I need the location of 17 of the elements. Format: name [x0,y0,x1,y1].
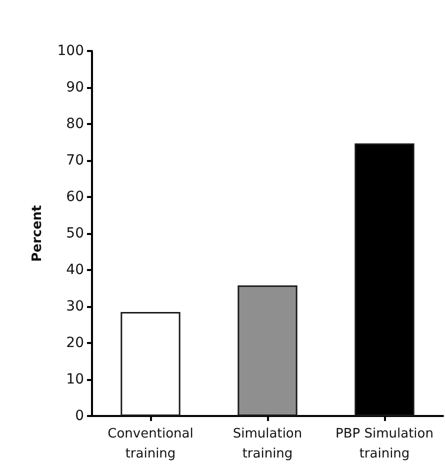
y-tick-label: 50 [66,226,84,242]
x-tick-label: Simulation training [232,426,302,462]
y-tick-label: 80 [66,116,84,132]
x-tick-label: Conventional training [108,426,194,462]
y-axis-title: Percent [30,205,45,262]
x-tick-label: PBP Simulation training [336,426,434,462]
y-tick-label: 40 [66,262,84,278]
y-tick-label: 10 [66,372,84,388]
y-tick-label: 20 [66,335,84,351]
bar [120,312,180,416]
y-tick-label: 100 [57,43,84,59]
y-tick-label: 0 [75,408,84,424]
y-tick-label: 70 [66,152,84,168]
y-tick-label: 90 [66,80,84,96]
bar [238,285,298,416]
y-tick-label: 30 [66,298,84,314]
y-tick-label: 60 [66,189,84,205]
